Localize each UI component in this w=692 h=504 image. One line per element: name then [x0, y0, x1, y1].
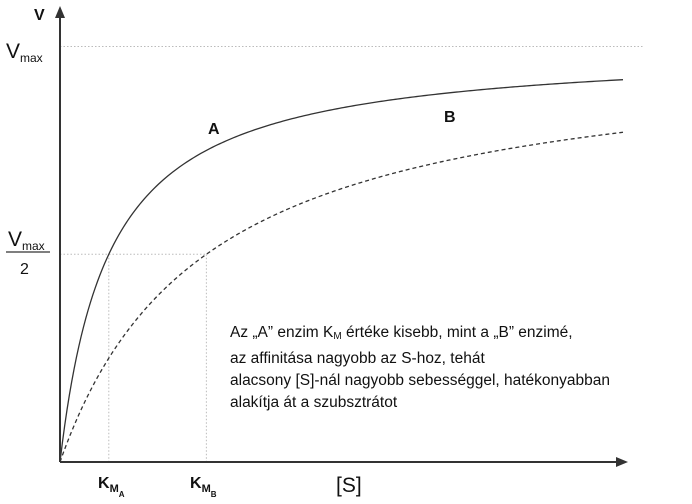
y-axis-arrow: [55, 6, 65, 18]
svg-text:Vmax: Vmax: [8, 228, 45, 253]
x-axis-arrow: [616, 457, 628, 467]
curves: [59, 79, 624, 463]
annotation-text: Az „A” enzim KM értéke kisebb, mint a „B…: [230, 322, 685, 414]
annotation-line-2: az affinitása nagyobb az S-hoz, tehát: [230, 350, 485, 367]
annotation-line-3: alacsony [S]-nál nagyobb sebességgel, ha…: [230, 372, 611, 389]
guide-lines: [60, 46, 643, 462]
vmax-label: Vmax: [6, 40, 43, 65]
annotation-line-4: alakítja át a szubsztrátot: [230, 394, 398, 411]
svg-text:2: 2: [20, 261, 29, 278]
series-b-label: B: [444, 109, 456, 126]
km-a-label: KMA: [98, 475, 125, 499]
axes: [55, 6, 628, 467]
annotation-line-1: Az „A” enzim KM értéke kisebb, mint a „B…: [230, 324, 573, 342]
half-vmax-label: Vmax 2: [6, 228, 50, 278]
curve-b: [59, 131, 624, 463]
curve-a: [59, 79, 624, 463]
km-b-label: KMB: [190, 475, 217, 499]
x-axis-label: [S]: [336, 474, 362, 497]
y-axis-label: V: [34, 7, 45, 24]
series-a-label: A: [208, 121, 220, 138]
